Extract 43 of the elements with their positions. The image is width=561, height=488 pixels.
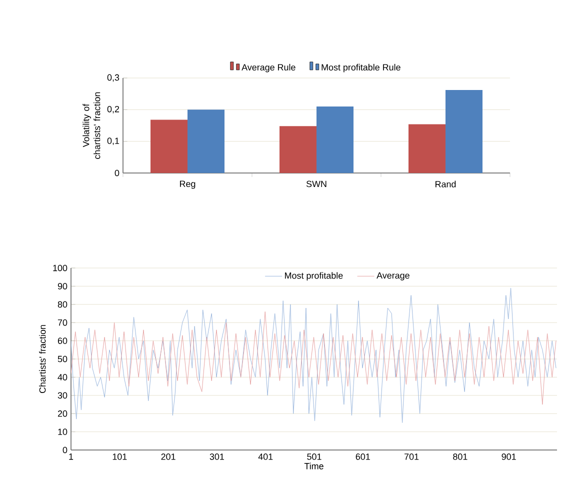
y-tick-label: 0: [62, 446, 68, 454]
y-tick-label: 50: [58, 356, 68, 362]
x-tick-label: 601: [356, 454, 370, 460]
x-tick-label: 701: [404, 454, 419, 460]
line-series: [71, 311, 556, 405]
y-axis-title: Chartists' fraction: [39, 325, 46, 394]
y-tick-label: 0,3: [107, 74, 120, 82]
legend-label: Most profitable Rule: [322, 64, 400, 72]
x-tick-label: 1: [69, 454, 74, 460]
y-tick-label: 20: [58, 410, 68, 417]
bar: [280, 126, 317, 173]
bar: [316, 106, 354, 173]
bar: [188, 110, 224, 173]
bar: [408, 124, 446, 173]
y-tick-label: 80: [58, 301, 68, 308]
y-tick-label: 0,2: [107, 106, 120, 114]
x-tick-label: 201: [161, 454, 176, 460]
y-tick-label: 70: [58, 319, 68, 326]
legend-label: Average Rule: [242, 64, 296, 72]
y-tick-label: 0,1: [107, 138, 120, 146]
x-tick-label: Reg: [180, 180, 196, 189]
y-tick-label: 40: [58, 374, 68, 380]
x-tick-label: 501: [307, 454, 322, 460]
y-tick-label: 60: [58, 338, 68, 344]
x-tick-label: 801: [453, 454, 468, 460]
y-tick-label: 0: [114, 170, 120, 176]
x-tick-label: SWN: [306, 180, 326, 188]
line-series: [71, 288, 556, 423]
y-axis-title: Volatility of chartists' fraction: [82, 92, 100, 159]
x-axis-title: Time: [304, 462, 324, 470]
x-tick-label: 901: [502, 454, 516, 460]
y-tick-label: 10: [58, 428, 68, 435]
bar: [446, 90, 483, 173]
x-tick-label: Rand: [436, 180, 456, 188]
y-tick-label: 90: [58, 283, 68, 290]
bar: [150, 120, 188, 173]
x-tick-label: 401: [258, 454, 273, 460]
y-tick-label: 100: [53, 264, 68, 272]
legend-label: Most profitable: [285, 272, 343, 281]
legend-label: Average: [376, 272, 410, 280]
x-tick-label: 301: [210, 454, 224, 460]
y-tick-label: 30: [58, 392, 68, 399]
x-tick-label: 101: [112, 454, 127, 460]
